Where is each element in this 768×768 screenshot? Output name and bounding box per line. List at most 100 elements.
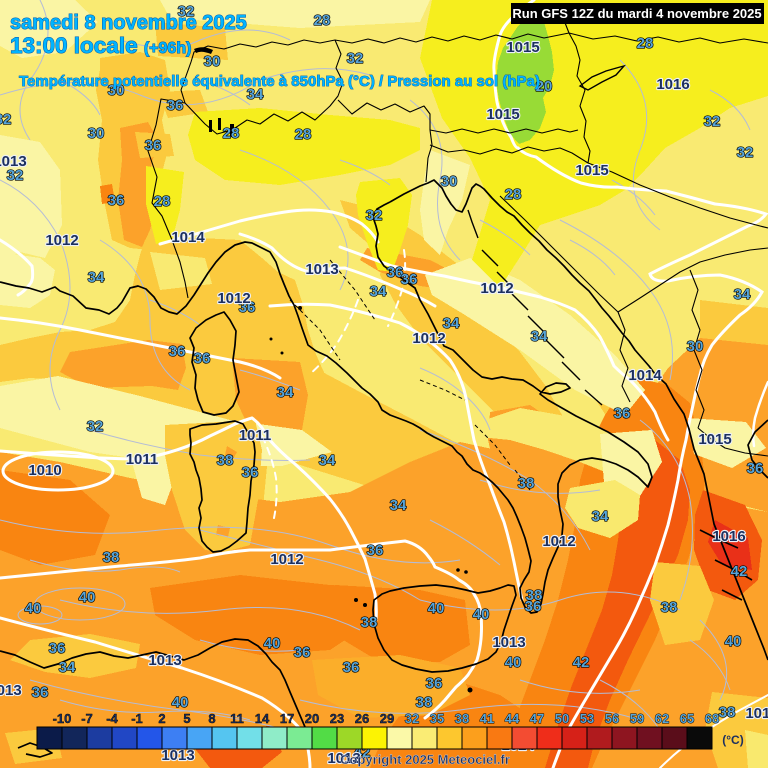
svg-text:34: 34 [592,508,609,525]
svg-text:30: 30 [108,82,125,99]
svg-text:36: 36 [167,97,184,114]
svg-text:Run GFS 12Z du mardi 4 novembr: Run GFS 12Z du mardi 4 novembre 2025 [512,6,761,21]
svg-text:35: 35 [430,711,444,726]
svg-text:40: 40 [172,694,189,711]
svg-text:32: 32 [405,711,419,726]
svg-text:32: 32 [366,207,383,224]
svg-text:34: 34 [531,328,548,345]
svg-text:36: 36 [614,405,631,422]
svg-text:Copyright 2025 Meteociel.fr: Copyright 2025 Meteociel.fr [340,752,510,767]
svg-text:40: 40 [79,589,96,606]
svg-text:28: 28 [223,125,240,142]
svg-text:-4: -4 [106,711,118,726]
svg-text:36: 36 [294,644,311,661]
svg-text:34: 34 [390,497,407,514]
svg-text:1013: 1013 [161,747,194,764]
svg-text:32: 32 [347,50,364,67]
svg-text:1015: 1015 [486,106,519,123]
svg-text:36: 36 [525,598,542,615]
svg-text:23: 23 [330,711,344,726]
svg-text:1013: 1013 [305,261,338,278]
svg-text:32: 32 [0,111,11,128]
svg-text:-7: -7 [81,711,93,726]
svg-text:36: 36 [49,640,66,657]
svg-text:40: 40 [473,606,490,623]
svg-text:30: 30 [88,125,105,142]
svg-text:36: 36 [401,271,418,288]
svg-text:34: 34 [247,86,264,103]
svg-text:34: 34 [88,269,105,286]
svg-text:1011: 1011 [239,427,272,444]
svg-text:30: 30 [204,53,221,70]
svg-text:34: 34 [443,315,460,332]
svg-text:40: 40 [725,633,742,650]
svg-text:26: 26 [355,711,369,726]
svg-text:36: 36 [242,464,259,481]
svg-text:47: 47 [530,711,544,726]
svg-text:samedi 8 novembre 2025: samedi 8 novembre 2025 [10,12,247,34]
svg-text:2: 2 [158,711,165,726]
svg-text:1012: 1012 [542,533,575,550]
svg-text:32: 32 [704,113,721,130]
svg-text:1011: 1011 [126,451,159,468]
svg-text:1013: 1013 [0,153,27,170]
svg-text:36: 36 [145,137,162,154]
svg-text:28: 28 [637,35,654,52]
svg-text:53: 53 [580,711,594,726]
svg-text:-10: -10 [53,711,72,726]
svg-text:40: 40 [264,635,281,652]
svg-text:34: 34 [59,659,76,676]
svg-text:1013: 1013 [148,652,181,669]
svg-text:36: 36 [32,684,49,701]
svg-text:32: 32 [87,418,104,435]
svg-text:40: 40 [505,654,522,671]
svg-text:36: 36 [747,460,764,477]
svg-text:28: 28 [314,12,331,29]
svg-text:28: 28 [505,186,522,203]
svg-text:38: 38 [518,475,535,492]
svg-text:30: 30 [687,338,704,355]
svg-text:34: 34 [277,384,294,401]
svg-text:1013: 1013 [0,682,22,699]
svg-text:1016: 1016 [712,528,745,545]
svg-text:1012: 1012 [480,280,513,297]
svg-text:1014: 1014 [171,229,205,246]
svg-text:29: 29 [380,711,394,726]
svg-text:50: 50 [555,711,569,726]
svg-text:Température potentielle équiva: Température potentielle équivalente à 85… [19,73,540,90]
svg-text:5: 5 [183,711,190,726]
svg-text:41: 41 [480,711,494,726]
svg-text:-1: -1 [131,711,143,726]
svg-text:36: 36 [387,264,404,281]
svg-text:56: 56 [605,711,619,726]
svg-text:62: 62 [655,711,669,726]
svg-text:34: 34 [370,283,387,300]
svg-text:38: 38 [361,614,378,631]
svg-text:1010: 1010 [28,462,61,479]
svg-text:36: 36 [108,192,125,209]
svg-text:(°C): (°C) [722,733,743,747]
svg-text:32: 32 [178,3,195,20]
svg-text:28: 28 [154,193,171,210]
svg-text:20: 20 [305,711,319,726]
svg-text:1015: 1015 [575,162,608,179]
svg-text:1012: 1012 [270,551,303,568]
svg-text:1015: 1015 [698,431,731,448]
svg-text:36: 36 [169,343,186,360]
svg-text:11: 11 [230,711,244,726]
svg-text:32: 32 [7,167,24,184]
svg-text:1013: 1013 [492,634,525,651]
svg-text:36: 36 [426,675,443,692]
svg-text:32: 32 [737,144,754,161]
svg-text:1016: 1016 [656,76,689,93]
svg-text:1012: 1012 [217,290,250,307]
svg-text:38: 38 [103,549,120,566]
svg-text:1012: 1012 [412,330,445,347]
svg-text:13:00 locale (+96h): 13:00 locale (+96h) [10,33,191,58]
svg-text:38: 38 [661,599,678,616]
svg-text:38: 38 [217,452,234,469]
svg-text:59: 59 [630,711,644,726]
svg-text:38: 38 [416,694,433,711]
svg-text:20: 20 [536,78,553,95]
svg-text:28: 28 [295,126,312,143]
